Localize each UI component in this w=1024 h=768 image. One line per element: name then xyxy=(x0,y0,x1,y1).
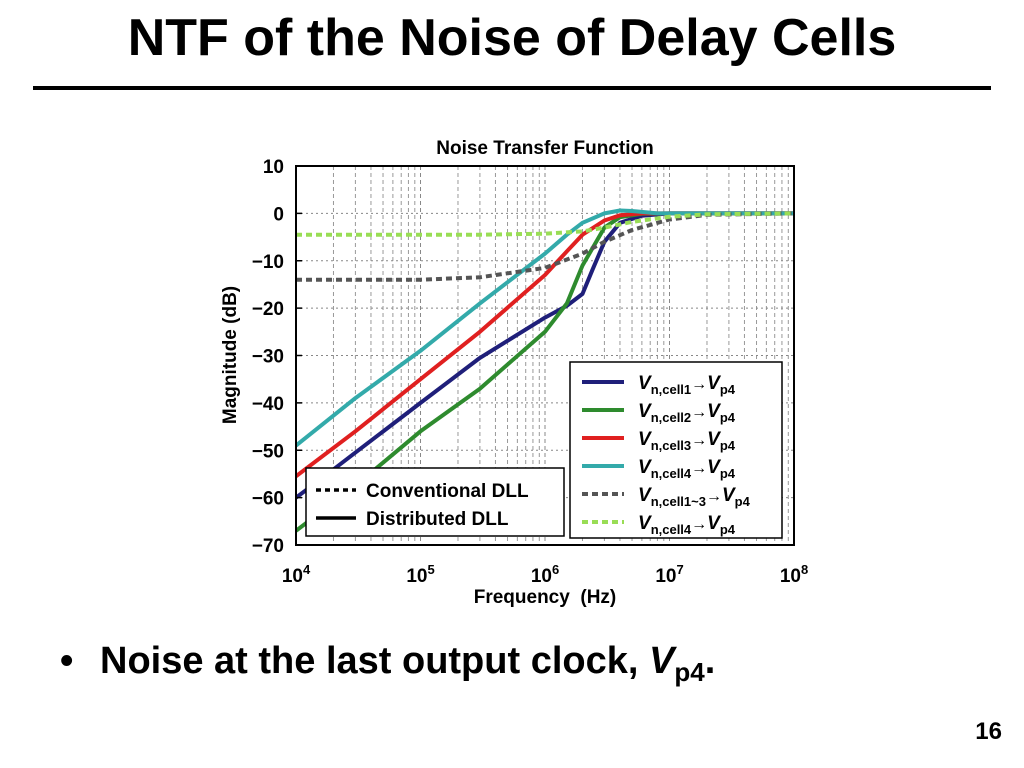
y-tick-label: −30 xyxy=(252,347,284,368)
series-legend: Vn,cell1→Vp4 Vn,cell2→Vp4 Vn,cell3→Vp4 Vn,c… xyxy=(569,361,783,539)
slide-title: NTF of the Noise of Delay Cells xyxy=(127,9,897,67)
y-tick-label: 10 xyxy=(263,157,284,178)
y-axis-label: Magnitude (dB) xyxy=(220,286,241,424)
title-divider xyxy=(33,86,991,90)
x-tick-label: 106 xyxy=(531,562,559,587)
legend-label-conv13: Vn,cell1~3→Vp4 xyxy=(638,485,751,509)
series-line-cell1 xyxy=(296,211,794,500)
legend-label-cell2: Vn,cell2→Vp4 xyxy=(638,401,736,425)
bullet-end: . xyxy=(704,640,716,682)
x-tick-label: 105 xyxy=(406,562,434,587)
x-axis-label: Frequency (Hz) xyxy=(474,587,617,608)
x-tick-label: 107 xyxy=(655,562,683,587)
style-legend-box xyxy=(305,467,565,537)
series-line-conv4 xyxy=(296,211,794,237)
style-legend-label: Conventional DLL xyxy=(366,481,529,502)
style-legend-label: Distributed DLL xyxy=(366,509,509,530)
legend-label-cell1: Vn,cell1→Vp4 xyxy=(638,373,736,397)
series-line-cell3 xyxy=(296,211,794,478)
y-tick-label: −40 xyxy=(252,394,284,415)
series-legend-box xyxy=(569,361,783,539)
page-number: 16 xyxy=(975,718,1002,745)
series-line-cell4 xyxy=(296,208,794,448)
axis-ticks: 10 0 −10 −20 −30 −40 −50 −60 −70 104 105 106 107 108 xyxy=(252,157,808,587)
style-legend: Conventional DLL Distributed DLL xyxy=(305,467,565,537)
legend-label-cell4: Vn,cell4→Vp4 xyxy=(638,457,736,481)
y-tick-label: 0 xyxy=(273,204,284,225)
bullet-variable: V xyxy=(648,640,675,682)
y-tick-label: −10 xyxy=(252,252,284,273)
x-tick-label: 104 xyxy=(282,562,311,587)
chart-title: Noise Transfer Function xyxy=(436,138,653,159)
x-tick-label: 108 xyxy=(780,562,808,587)
legend-label-cell3: Vn,cell3→Vp4 xyxy=(638,429,736,453)
y-tick-label: −60 xyxy=(252,489,284,510)
y-tick-label: −20 xyxy=(252,299,284,320)
bullet-text: Noise at the last output clock, xyxy=(100,640,649,682)
bullet-subscript: p4 xyxy=(674,657,705,687)
bullet-point: • Noise at the last output clock, Vp4. xyxy=(60,640,715,688)
series-group xyxy=(296,208,794,533)
y-tick-label: −70 xyxy=(252,536,284,557)
y-tick-label: −50 xyxy=(252,441,284,462)
legend-label-conv4: Vn,cell4→Vp4 xyxy=(638,513,736,537)
bullet-dot: • xyxy=(60,640,74,682)
